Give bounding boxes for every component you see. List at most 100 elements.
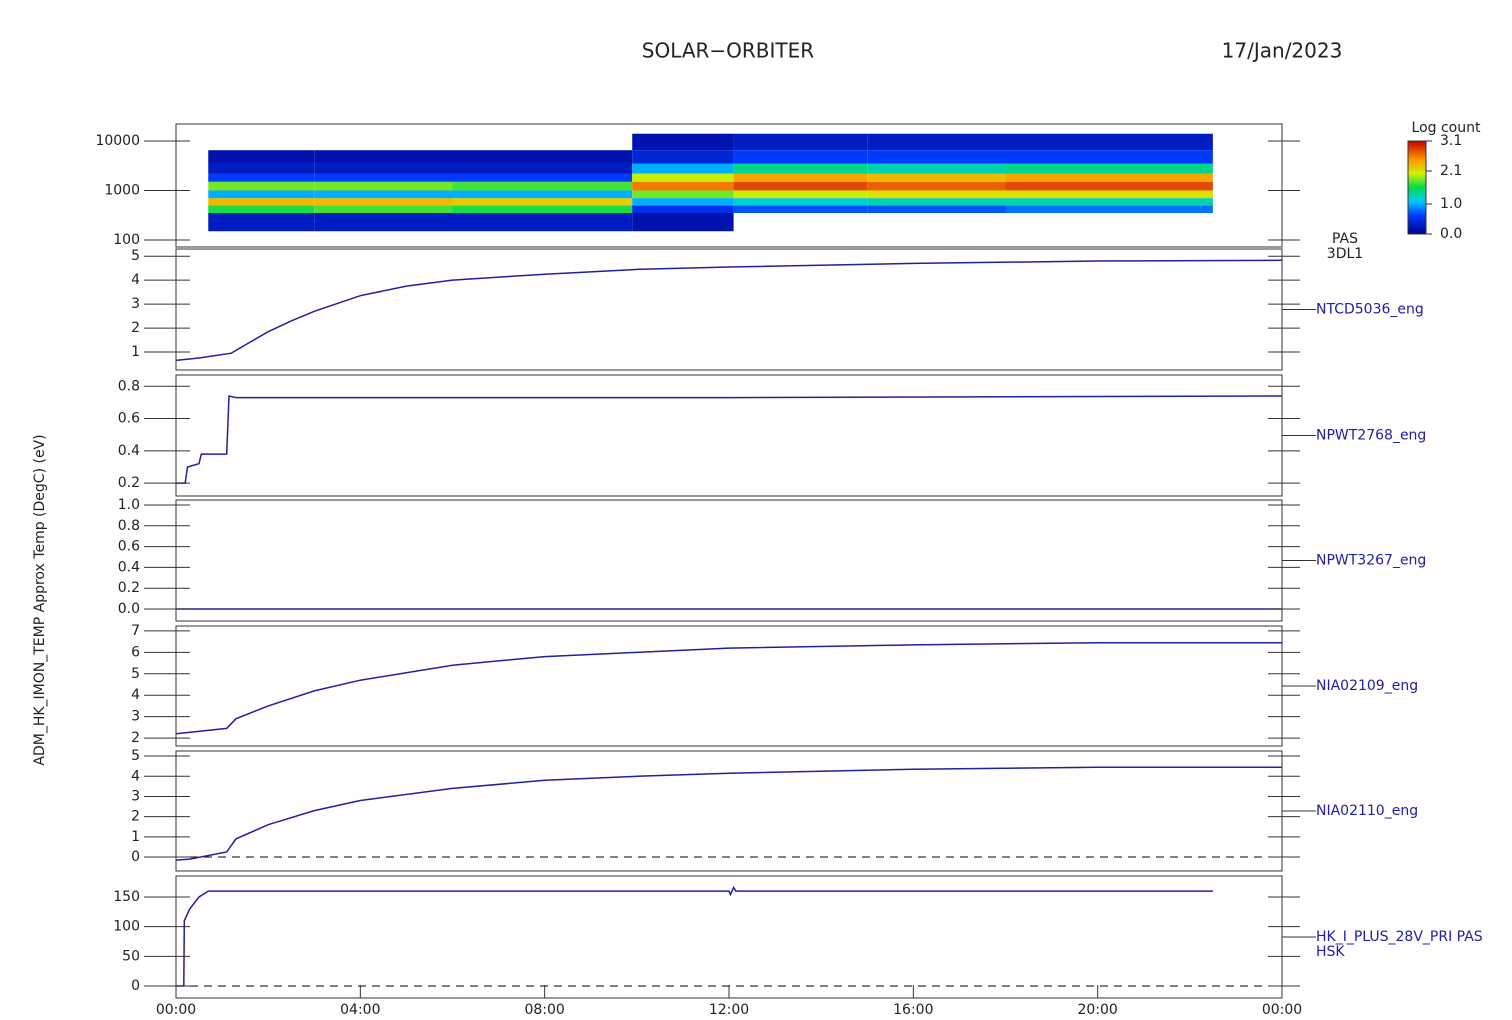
date: 17/Jan/2023 [1222,39,1343,63]
panel-label: PAS [1332,231,1358,247]
y-tick-label: 10000 [95,133,140,149]
panel-frame [175,499,1283,622]
y-tick-label: 100 [113,232,140,248]
y-tick-label: 7 [131,623,140,639]
colorbar-label: Log count [1412,120,1481,136]
y-tick-label: 5 [131,666,140,682]
y-tick-label: 0.2 [118,580,140,596]
heat-cell [452,173,633,182]
y-tick-label: 2 [131,809,140,825]
heat-cell [1005,173,1213,182]
colorbar-tick-label: 3.1 [1440,133,1462,149]
heat-cell [867,150,1006,164]
panel-label: NPWT3267_eng [1316,553,1426,569]
y-tick-label: 1 [131,829,140,845]
heat-cell [208,205,315,214]
heat-cell [867,173,1006,182]
colorbar [1407,140,1427,235]
heat-cell [867,133,1006,151]
heat-cell [452,190,633,199]
chart-title: SOLAR−ORBITER [642,39,814,63]
heat-cell [314,163,453,174]
heat-cell [632,181,734,191]
heat-cell [208,150,315,164]
colorbar-tick-label: 0.0 [1440,226,1462,242]
heat-cell [632,205,734,214]
x-tick-label: 00:00 [156,1002,196,1018]
heat-cell [733,181,868,191]
heat-cell [452,150,633,164]
heat-cell [314,150,453,164]
heat-cell [208,198,315,206]
y-tick-label: 5 [131,748,140,764]
x-tick-label: 08:00 [524,1002,564,1018]
heat-cell [733,190,868,199]
y-tick-label: 3 [131,709,140,725]
y-tick-label: 0.8 [118,378,140,394]
y-tick-label: 50 [122,948,140,964]
line [176,885,1213,987]
line [175,641,1282,735]
panel-frame [175,374,1283,497]
colorbar-tick-label: 1.0 [1440,196,1462,212]
heat-cell [208,163,315,174]
panel-label: HSK [1316,944,1345,960]
y-tick-label: 0.4 [118,559,140,575]
heat-cell [867,181,1006,191]
y-tick-label: 0.6 [118,411,140,427]
heat-cell [314,205,453,214]
heat-cell [314,173,453,182]
heat-cell [208,190,315,199]
heat-cell [208,181,315,191]
heat-cell [632,190,734,199]
y-tick-label: 4 [131,768,140,784]
y-tick-label: 4 [131,272,140,288]
x-tick-label: 04:00 [340,1002,380,1018]
heat-cell [632,213,734,232]
heat-cell [314,190,453,199]
heat-cell [632,173,734,182]
x-tick-label: 16:00 [893,1002,933,1018]
heat-cell [867,163,1006,174]
panel-label: NTCD5036_eng [1316,302,1424,318]
heat-cell [733,173,868,182]
heat-cell [733,205,868,214]
heat-cell [733,150,868,164]
y-tick-label: 0.8 [118,518,140,534]
panel-label: HK_I_PLUS_28V_PRI PAS [1316,929,1483,945]
y-tick-label: 0 [131,849,140,865]
panel-label: NPWT2768_eng [1316,428,1426,444]
y-tick-label: 2 [131,320,140,336]
heat-cell [867,205,1006,214]
heat-cell [452,205,633,214]
heat-cell [208,213,315,232]
x-tick-label: 12:00 [709,1002,749,1018]
heat-cell [314,213,453,232]
y-tick-label: 1.0 [118,497,140,513]
y-tick-label: 6 [131,644,140,660]
heat-cell [632,163,734,174]
y-tick-label: 5 [131,248,140,264]
heat-cell [733,198,868,206]
heat-cell [452,198,633,206]
y-tick-label: 3 [131,296,140,312]
heat-cell [1005,163,1213,174]
heat-cell [1005,181,1213,191]
y-tick-label: 0 [131,978,140,994]
y-tick-label: 0.4 [118,443,140,459]
line [175,259,1283,362]
y-tick-label: 1 [131,344,140,360]
heat-cell [632,198,734,206]
panel-frame [175,750,1283,872]
heat-cell [733,133,868,151]
heat-cell [1005,198,1213,206]
heat-cell [452,213,633,232]
y-tick-label: 150 [113,889,140,905]
y-tick-label: 2 [131,730,140,746]
heat-cell [1005,190,1213,199]
panel-label: NIA02109_eng [1316,678,1418,694]
heat-cell [314,198,453,206]
x-tick-label: 00:00 [1262,1002,1302,1018]
heat-cell [452,181,633,191]
